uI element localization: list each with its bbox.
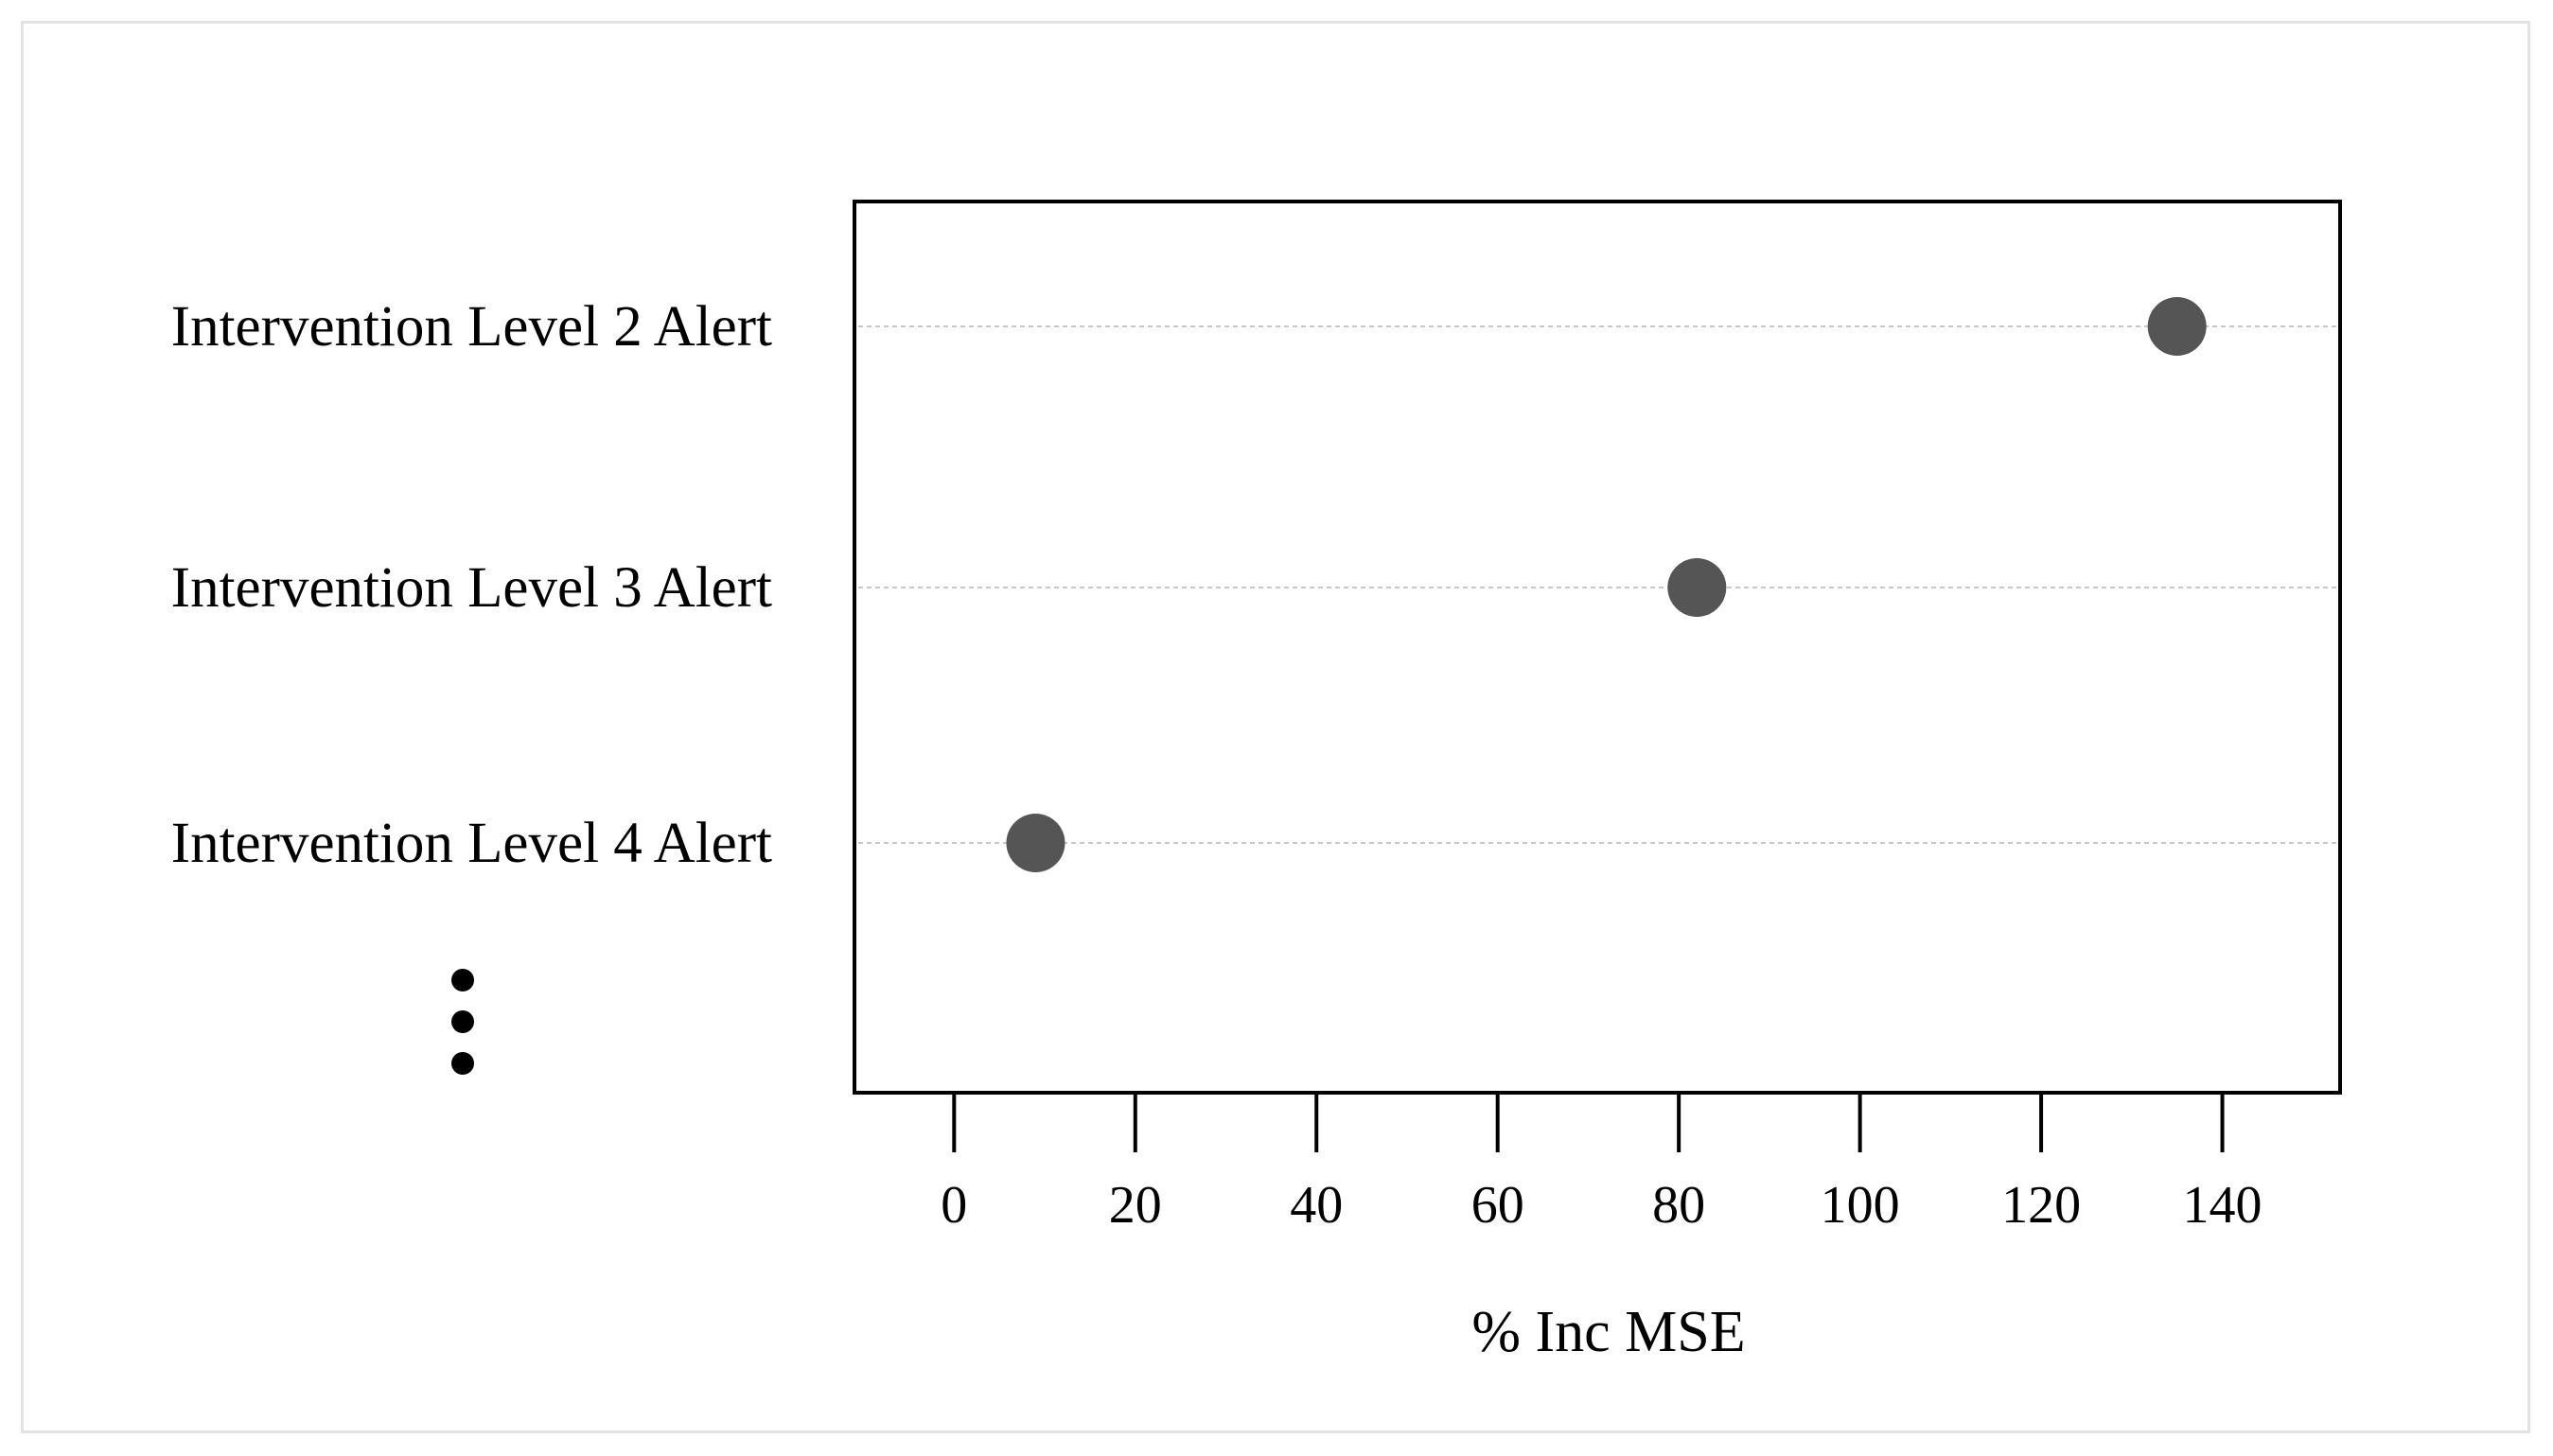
chart-frame (21, 21, 2530, 1433)
data-points (1006, 297, 2207, 872)
ellipsis-dot (451, 969, 474, 991)
x-tick-label: 40 (1290, 1176, 1343, 1235)
category-label: Intervention Level 3 Alert (171, 556, 772, 620)
x-tick-label: 140 (2183, 1176, 2262, 1235)
category-labels: Intervention Level 2 Alert Intervention L… (171, 295, 772, 875)
data-point (1667, 558, 1727, 617)
continuation-ellipsis (451, 969, 474, 1075)
category-label: Intervention Level 2 Alert (171, 295, 772, 359)
data-point (2147, 297, 2207, 356)
x-tick-label: 80 (1652, 1176, 1705, 1235)
x-axis-ticks: 0 20 40 60 80 100 120 140 (941, 1093, 2262, 1235)
category-label: Intervention Level 4 Alert (171, 812, 772, 875)
x-tick-label: 20 (1109, 1176, 1162, 1235)
plot-area-border (853, 200, 2342, 1095)
x-tick-label: 0 (941, 1176, 967, 1235)
x-axis-title: % Inc MSE (1471, 1300, 1745, 1364)
x-tick-label: 60 (1471, 1176, 1524, 1235)
ellipsis-dot (451, 1052, 474, 1075)
ellipsis-dot (451, 1010, 474, 1033)
x-tick-label: 100 (1821, 1176, 1900, 1235)
data-point (1006, 814, 1065, 872)
gridlines (858, 325, 2336, 844)
x-tick-label: 120 (2001, 1176, 2081, 1235)
